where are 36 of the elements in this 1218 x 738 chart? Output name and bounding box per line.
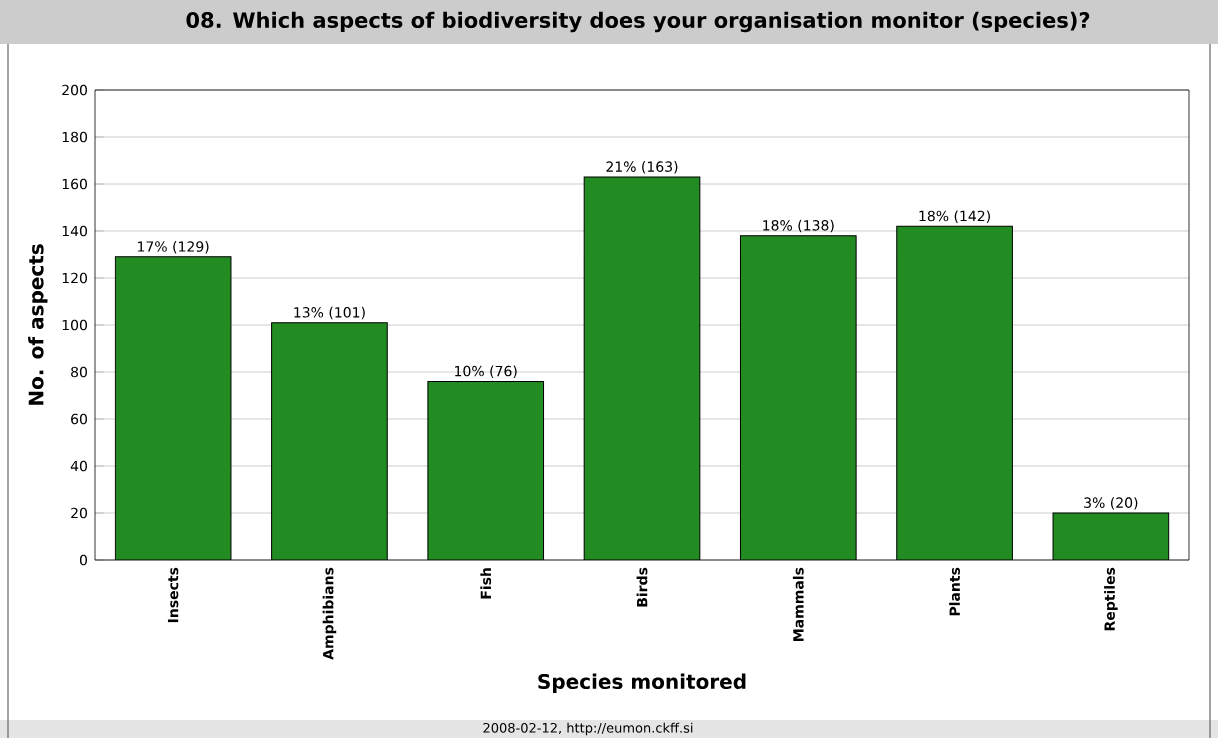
chart-title: 08. Which aspects of biodiversity does your organisation monitor (species)? bbox=[186, 11, 1090, 33]
y-axis-title: No. of aspects bbox=[28, 244, 48, 405]
text: 2008-02-12, http://eumon.ckff.si bbox=[483, 722, 693, 736]
data-label: 21% (163) bbox=[606, 161, 678, 174]
y-tick-label: 40 bbox=[70, 460, 87, 472]
x-tick-label: Fish bbox=[480, 568, 492, 599]
y-tick-label: 200 bbox=[62, 84, 87, 96]
bar bbox=[896, 225, 1013, 560]
y-tick-label: 120 bbox=[62, 272, 87, 284]
data-label: 10% (76) bbox=[455, 365, 517, 378]
y-tick-label: 140 bbox=[62, 225, 87, 237]
x-tick-label: Amphibians bbox=[322, 567, 337, 660]
data-label: 18% (138) bbox=[763, 219, 834, 233]
data-label: 3% (20) bbox=[1084, 497, 1138, 510]
x-tick-label: Insects bbox=[167, 567, 179, 623]
bar bbox=[271, 322, 388, 560]
x-tick-label: Mammals bbox=[792, 567, 804, 641]
bar bbox=[583, 176, 701, 560]
data-label: 13% (101) bbox=[294, 306, 365, 320]
y-tick-label: 180 bbox=[62, 131, 87, 143]
x-tick-label: Plants bbox=[949, 567, 960, 616]
bar bbox=[115, 256, 231, 560]
x-tick-label: Reptiles bbox=[1104, 567, 1118, 631]
data-label: 18% (142) bbox=[919, 210, 990, 223]
y-tick-label: 80 bbox=[71, 366, 87, 378]
bar bbox=[739, 235, 857, 560]
y-tick-label: 100 bbox=[62, 319, 87, 331]
bar bbox=[427, 380, 545, 560]
y-tick-label: 0 bbox=[79, 554, 87, 566]
bar bbox=[1052, 512, 1170, 560]
y-tick-label: 160 bbox=[62, 178, 87, 190]
data-label: 17% (129) bbox=[138, 241, 209, 254]
y-tick-label: 60 bbox=[71, 413, 87, 425]
x-axis-title: Species monitored bbox=[538, 673, 746, 693]
x-tick-label: Birds bbox=[636, 567, 648, 607]
y-tick-label: 20 bbox=[71, 507, 87, 519]
